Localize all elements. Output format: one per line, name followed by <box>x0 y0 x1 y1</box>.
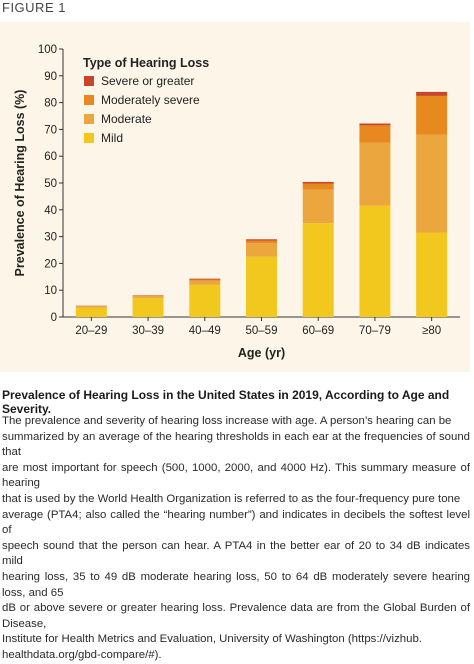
caption-line: healthdata.org/gbd-compare/#). <box>2 648 470 664</box>
bar-segment <box>359 143 390 206</box>
bar-segment <box>359 125 390 142</box>
bar-segment <box>246 257 277 317</box>
y-tick-label: 30 <box>44 232 57 244</box>
bar-segment <box>246 239 277 240</box>
y-axis-label: Prevalence of Hearing Loss (%) <box>13 90 27 277</box>
y-tick-label: 70 <box>44 124 57 136</box>
bar-segment <box>303 223 334 317</box>
bar-segment <box>189 279 220 280</box>
x-tick-label: ≥80 <box>422 325 441 337</box>
x-tick-label: 50–59 <box>246 325 278 337</box>
caption-line: are most important for speech (500, 1000… <box>2 461 470 492</box>
legend-swatch <box>84 114 94 124</box>
bar-segment <box>416 135 447 233</box>
y-tick-label: 40 <box>44 205 57 217</box>
bar-segment <box>189 279 220 280</box>
bar-segment <box>76 306 107 307</box>
x-tick-label: 60–69 <box>302 325 334 337</box>
bar-segment <box>189 281 220 285</box>
legend-swatch <box>84 133 94 143</box>
bar-segment <box>416 233 447 317</box>
x-tick-label: 20–29 <box>75 325 107 337</box>
legend-label: Moderately severe <box>101 93 200 107</box>
bar-segment <box>359 206 390 317</box>
bar-segment <box>189 285 220 317</box>
legend-label: Severe or greater <box>101 74 194 88</box>
bar-segment <box>416 96 447 135</box>
x-axis-label: Age (yr) <box>238 346 285 360</box>
caption-line: average (PTA4; also called the “hearing … <box>2 508 470 539</box>
legend-swatch <box>84 76 94 86</box>
caption-line: dB or above severe or greater hearing lo… <box>2 601 470 632</box>
bar-segment <box>133 298 164 317</box>
legend-title: Type of Hearing Loss <box>83 56 209 70</box>
legend-label: Mild <box>101 131 123 145</box>
bar-segment <box>246 243 277 256</box>
y-tick-label: 50 <box>44 178 57 190</box>
bar-segment <box>76 308 107 317</box>
y-tick-label: 0 <box>51 312 57 324</box>
x-tick-label: 30–39 <box>132 325 164 337</box>
caption-line: summarized by an average of the hearing … <box>2 430 470 461</box>
legend-swatch <box>84 95 94 105</box>
y-tick-label: 80 <box>44 98 57 110</box>
bar-segment <box>133 296 164 298</box>
bar-segment <box>303 184 334 190</box>
y-tick-label: 60 <box>44 151 57 163</box>
x-tick-label: 70–79 <box>359 325 391 337</box>
bar-segment <box>416 92 447 96</box>
caption-body: The prevalence and severity of hearing l… <box>2 414 470 664</box>
bar-segment <box>303 182 334 184</box>
caption-line: speech sound that the person can hear. A… <box>2 539 470 570</box>
chart-panel: 0 10 20 30 40 50 60 70 80 90 100 Prevalence of Hear… <box>0 22 470 372</box>
stacked-bar-chart: 0 10 20 30 40 50 60 70 80 90 100 Prevalence of Hear… <box>0 22 470 372</box>
caption-title: Prevalence of Hearing Loss in the United… <box>2 388 470 416</box>
bar-segment <box>303 190 334 224</box>
y-tick-label: 90 <box>44 71 57 83</box>
caption-line: hearing loss, 35 to 49 dB moderate heari… <box>2 570 470 601</box>
caption-line: Institute for Health Metrics and Evaluat… <box>2 632 470 648</box>
y-tick-label: 100 <box>38 44 57 56</box>
y-tick-label: 10 <box>44 285 57 297</box>
caption-line: The prevalence and severity of hearing l… <box>2 414 470 430</box>
y-tick-label: 20 <box>44 258 57 270</box>
figure-label: FIGURE 1 <box>2 0 66 15</box>
bar-segment <box>133 296 164 297</box>
legend-label: Moderate <box>101 112 152 126</box>
bar-segment <box>246 241 277 244</box>
bar-segment <box>359 124 390 126</box>
x-tick-label: 40–49 <box>189 325 221 337</box>
caption-line: that is used by the World Health Organiz… <box>2 492 470 508</box>
